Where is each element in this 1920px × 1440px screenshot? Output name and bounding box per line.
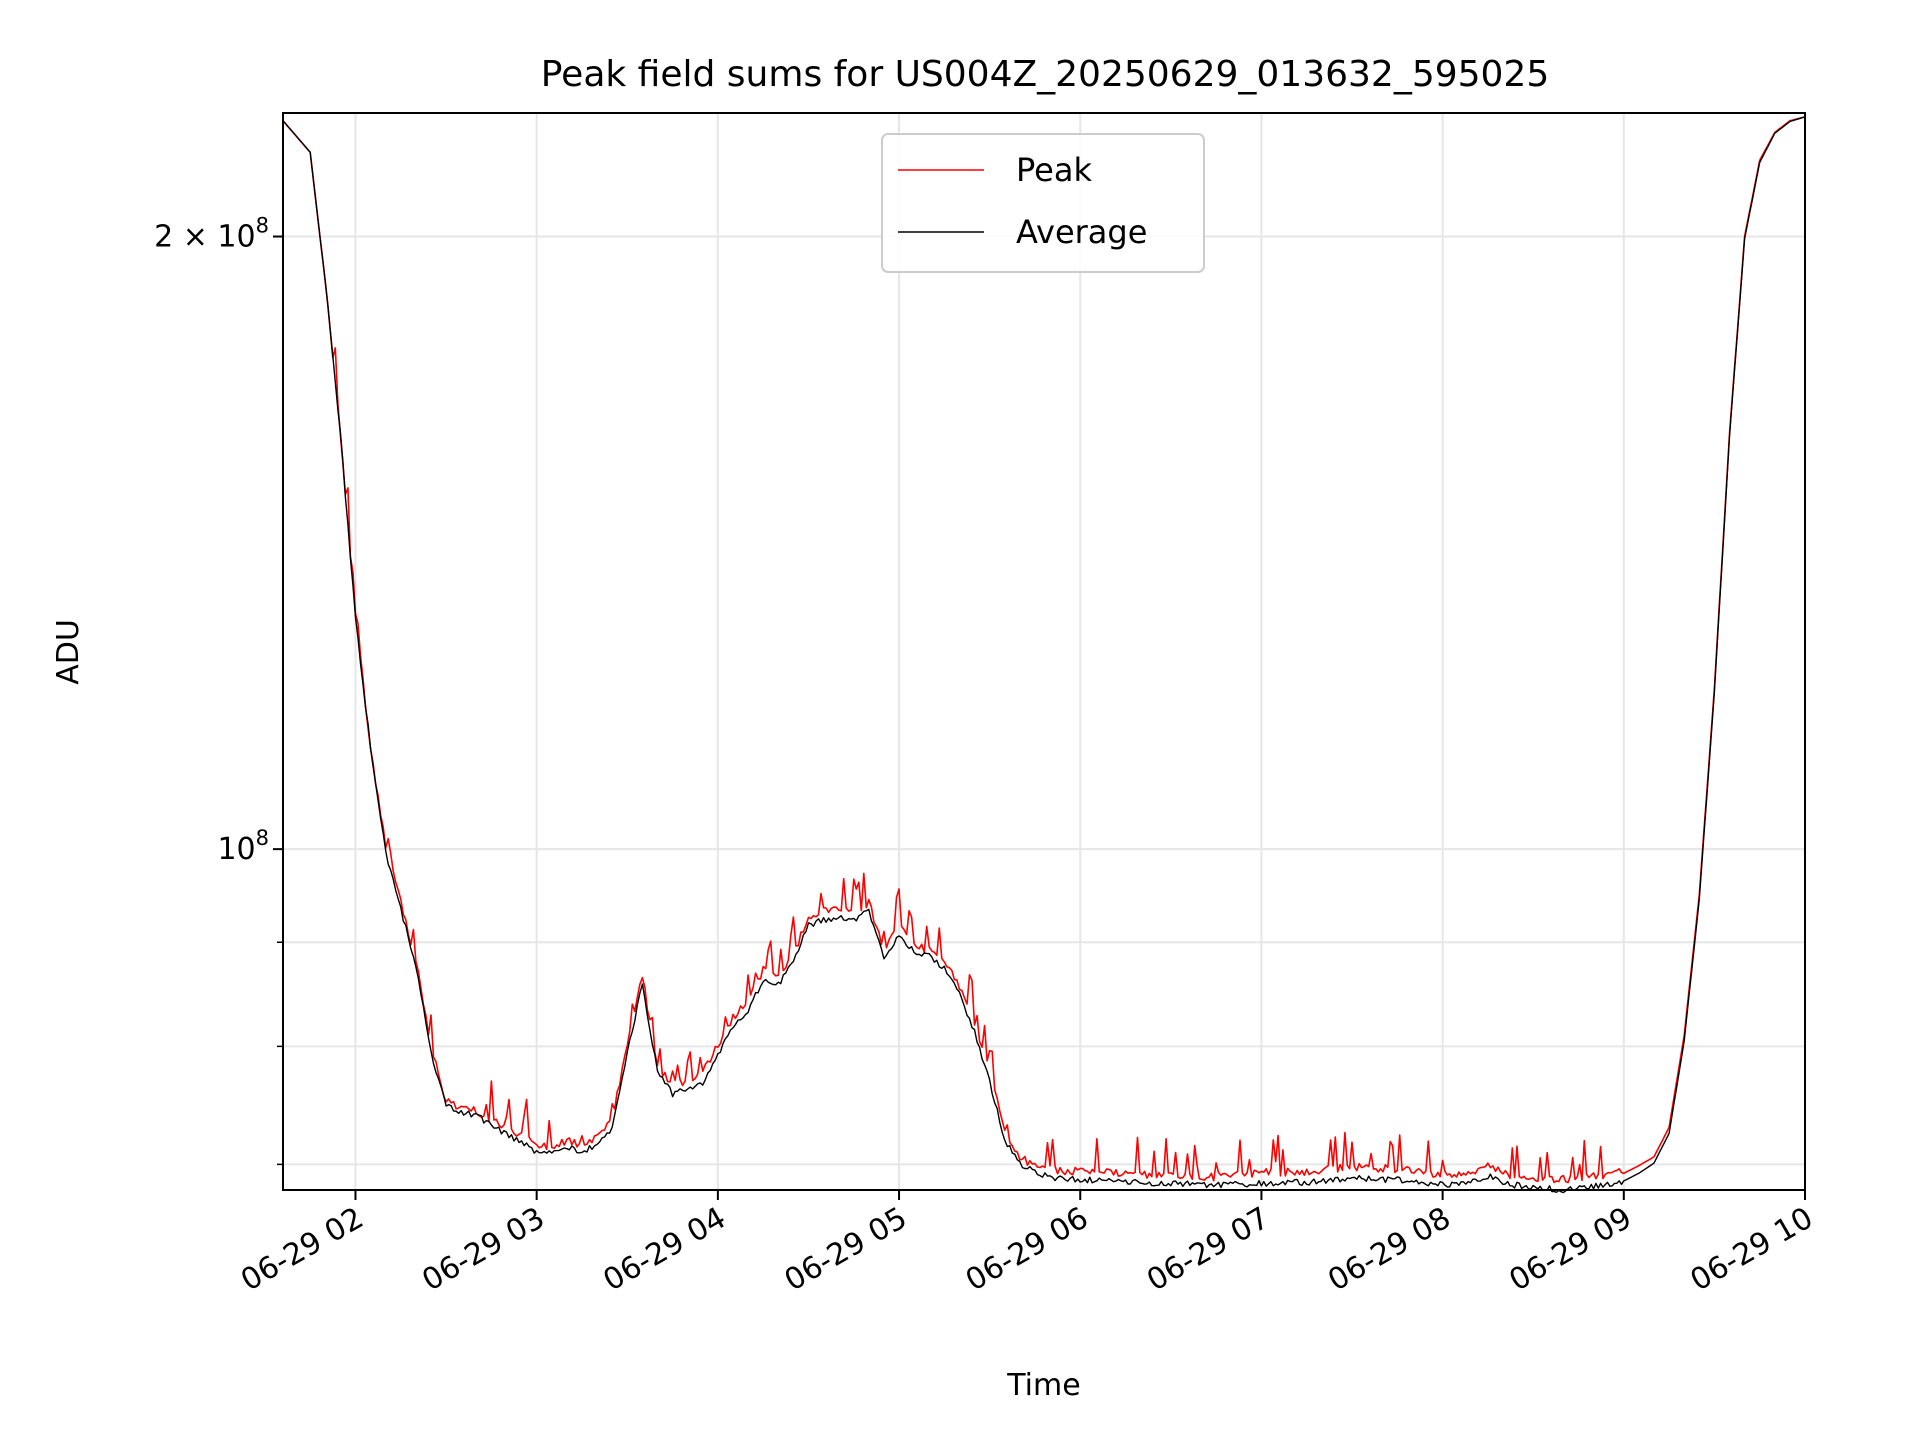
y-axis: 108 2 × 108 xyxy=(154,214,283,1166)
legend-box xyxy=(881,133,1205,273)
y-tick-label: 108 xyxy=(217,826,269,867)
y-axis-label: ADU xyxy=(51,619,86,685)
x-axis-label: Time xyxy=(1006,1368,1080,1403)
legend-label-peak: Peak xyxy=(1016,151,1092,189)
legend: Peak Average xyxy=(881,133,1205,273)
series-line-peak xyxy=(282,116,1806,1184)
axes-frame xyxy=(282,112,1806,1191)
y-tick-label: 2 × 108 xyxy=(154,214,269,255)
series-line-average xyxy=(282,116,1806,1194)
chart-title: Peak field sums for US004Z_20250629_0136… xyxy=(541,54,1550,95)
series-layer xyxy=(282,116,1806,1194)
legend-label-average: Average xyxy=(1016,213,1147,251)
